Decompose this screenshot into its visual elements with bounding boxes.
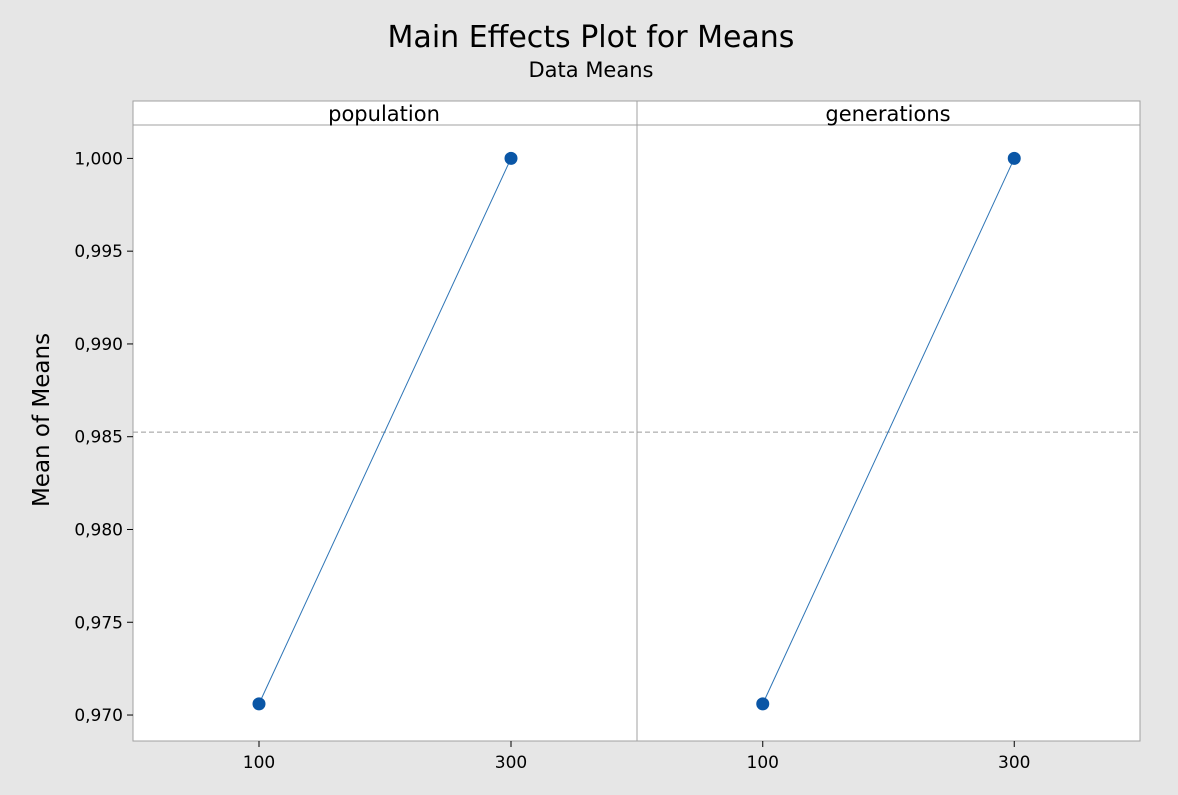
series-line-population (258, 158, 512, 705)
effect-series (252, 151, 1021, 711)
series-line-generations (762, 158, 1015, 705)
y-tick-label: 0,980 (74, 520, 123, 540)
y-tick-label: 0,985 (74, 428, 123, 448)
y-tick-label: 0,970 (74, 706, 123, 726)
y-tick-label: 0,995 (74, 242, 123, 262)
panel-label-generations: generations (825, 102, 950, 126)
data-point-population (504, 151, 518, 165)
chart-subtitle: Data Means (529, 58, 654, 82)
x-axis-ticks: 100 300 100 300 (243, 741, 1030, 773)
y-axis-ticks: 0,970 0,975 0,980 0,985 0,990 0,995 1,000 (74, 149, 133, 726)
panel-label-population: population (328, 102, 440, 126)
x-tick-label: 100 (243, 753, 275, 773)
chart-title: Main Effects Plot for Means (388, 20, 795, 55)
x-tick-label: 100 (747, 753, 779, 773)
x-tick-label: 300 (495, 753, 527, 773)
y-axis-title: Mean of Means (29, 333, 55, 507)
data-point-generations (756, 697, 770, 711)
y-tick-label: 0,990 (74, 335, 123, 355)
y-tick-label: 0,975 (74, 613, 123, 633)
data-point-population (252, 697, 266, 711)
y-tick-label: 1,000 (74, 149, 123, 169)
data-point-generations (1007, 151, 1021, 165)
x-tick-label: 300 (998, 753, 1030, 773)
